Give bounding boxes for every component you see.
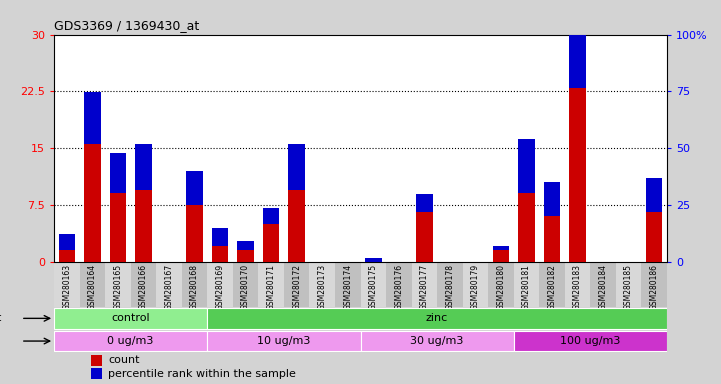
Bar xyxy=(156,262,182,307)
Bar xyxy=(570,0,586,88)
Bar xyxy=(309,262,335,307)
Text: GSM280170: GSM280170 xyxy=(241,264,250,310)
Bar xyxy=(539,262,565,307)
Bar xyxy=(135,190,151,262)
Bar xyxy=(386,262,412,307)
Bar xyxy=(646,212,663,262)
Text: count: count xyxy=(108,355,139,365)
Bar xyxy=(110,152,126,194)
Text: 0 ug/m3: 0 ug/m3 xyxy=(107,336,154,346)
Bar xyxy=(570,88,586,262)
Text: GSM280175: GSM280175 xyxy=(368,264,378,310)
Text: GSM280163: GSM280163 xyxy=(62,264,71,310)
Text: GSM280182: GSM280182 xyxy=(547,264,557,310)
Bar xyxy=(513,262,539,307)
Bar xyxy=(463,262,488,307)
Text: GSM280167: GSM280167 xyxy=(164,264,174,310)
Bar xyxy=(288,190,305,262)
Bar xyxy=(284,262,309,307)
Text: GSM280179: GSM280179 xyxy=(471,264,480,310)
Text: agent: agent xyxy=(0,313,2,323)
Text: 30 ug/m3: 30 ug/m3 xyxy=(410,336,464,346)
Bar xyxy=(360,331,513,351)
Bar xyxy=(208,331,360,351)
Text: GDS3369 / 1369430_at: GDS3369 / 1369430_at xyxy=(54,19,199,32)
Text: GSM280172: GSM280172 xyxy=(292,264,301,310)
Bar xyxy=(105,262,131,307)
Bar xyxy=(237,250,254,262)
Bar xyxy=(212,228,229,247)
Bar xyxy=(416,212,433,262)
Bar xyxy=(365,258,381,262)
Text: GSM280166: GSM280166 xyxy=(139,264,148,310)
Text: 10 ug/m3: 10 ug/m3 xyxy=(257,336,311,346)
Text: 100 ug/m3: 100 ug/m3 xyxy=(560,336,621,346)
Bar xyxy=(616,262,642,307)
Text: zinc: zinc xyxy=(426,313,448,323)
Text: GSM280173: GSM280173 xyxy=(318,264,327,310)
Bar xyxy=(335,262,360,307)
Bar xyxy=(54,262,79,307)
Bar xyxy=(513,331,667,351)
Bar xyxy=(186,171,203,205)
Bar xyxy=(91,355,102,366)
Text: GSM280186: GSM280186 xyxy=(650,264,659,310)
Bar xyxy=(84,92,101,144)
Bar xyxy=(565,262,590,307)
Text: GSM280180: GSM280180 xyxy=(497,264,505,310)
Text: GSM280165: GSM280165 xyxy=(113,264,123,310)
Bar xyxy=(492,246,509,250)
Text: GSM280181: GSM280181 xyxy=(522,264,531,310)
Bar xyxy=(544,182,560,216)
Bar xyxy=(258,262,284,307)
Bar xyxy=(84,144,101,262)
Bar xyxy=(208,308,667,329)
Text: control: control xyxy=(111,313,150,323)
Text: GSM280178: GSM280178 xyxy=(446,264,454,310)
Bar xyxy=(182,262,208,307)
Bar xyxy=(488,262,514,307)
Bar xyxy=(416,194,433,212)
Bar xyxy=(233,262,258,307)
Bar xyxy=(58,250,75,262)
Text: GSM280185: GSM280185 xyxy=(624,264,633,310)
Bar xyxy=(646,178,663,212)
Bar xyxy=(186,205,203,262)
Text: percentile rank within the sample: percentile rank within the sample xyxy=(108,369,296,379)
Bar xyxy=(91,368,102,379)
Bar xyxy=(263,224,280,262)
Bar xyxy=(131,262,156,307)
Text: GSM280164: GSM280164 xyxy=(88,264,97,310)
Bar xyxy=(212,247,229,262)
Bar xyxy=(544,216,560,262)
Bar xyxy=(360,262,386,307)
Bar xyxy=(492,250,509,262)
Bar xyxy=(518,194,535,262)
Bar xyxy=(437,262,463,307)
Bar xyxy=(54,308,208,329)
Bar xyxy=(54,331,208,351)
Text: GSM280177: GSM280177 xyxy=(420,264,429,310)
Bar xyxy=(135,144,151,190)
Bar xyxy=(58,234,75,250)
Bar xyxy=(263,208,280,224)
Bar xyxy=(412,262,437,307)
Text: GSM280171: GSM280171 xyxy=(267,264,275,310)
Bar xyxy=(642,262,667,307)
Text: GSM280184: GSM280184 xyxy=(598,264,608,310)
Bar xyxy=(79,262,105,307)
Bar xyxy=(208,262,233,307)
Text: GSM280183: GSM280183 xyxy=(573,264,582,310)
Bar xyxy=(590,262,616,307)
Bar xyxy=(110,194,126,262)
Text: GSM280168: GSM280168 xyxy=(190,264,199,310)
Bar xyxy=(237,241,254,250)
Text: GSM280174: GSM280174 xyxy=(343,264,353,310)
Text: GSM280169: GSM280169 xyxy=(216,264,224,310)
Bar xyxy=(288,144,305,190)
Text: GSM280176: GSM280176 xyxy=(394,264,403,310)
Bar xyxy=(518,139,535,194)
